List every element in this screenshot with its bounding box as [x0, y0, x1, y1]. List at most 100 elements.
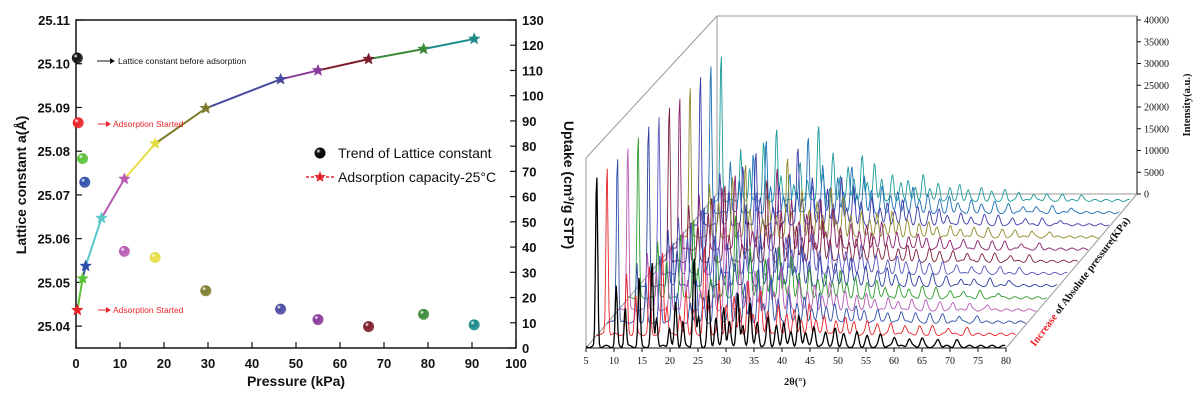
uptake-star-point	[148, 136, 162, 150]
xrd-x-tick-label: 25	[693, 356, 703, 367]
uptake-star-point	[274, 72, 287, 85]
annotation-started-top-text: Adsorption Started	[113, 119, 184, 129]
xrd-trace	[585, 177, 1006, 349]
uptake-line-segment	[100, 178, 126, 219]
xrd-x-tick-label: 20	[665, 356, 675, 367]
xrd-depth-axis-label: Increase of Absolute pressure(KPa)	[1029, 215, 1133, 349]
left-y2-tick-label: 120	[522, 38, 544, 53]
uptake-star-point	[417, 42, 430, 55]
uptake-star-point	[199, 101, 213, 114]
uptake-star-point	[362, 52, 375, 65]
lattice-sphere-point	[118, 245, 130, 257]
lattice-sphere-markers	[71, 52, 480, 333]
xrd-intensity-ticks: 0 5000 10000 15000 20000 25000 30000 35000 40000	[1137, 16, 1169, 201]
uptake-line-segment	[123, 142, 156, 180]
left-x-axis-label: Pressure (kPa)	[247, 373, 345, 389]
annotation-before: Lattice constant before adsorption	[97, 56, 246, 66]
xrd-frame-edge	[585, 15, 718, 159]
left-y-ticks: 25.04 25.05 25.06 25.07 25.08 25.09 25.10 25.11	[37, 13, 82, 334]
left-x-tick-label: 80	[421, 356, 435, 371]
xrd-intensity-tick-label: 5000	[1144, 168, 1164, 179]
lattice-sphere-point	[363, 321, 375, 333]
uptake-star-point	[76, 271, 89, 285]
left-y-tick-label: 25.05	[37, 275, 70, 290]
left-y-tick-label: 25.09	[37, 100, 70, 115]
xrd-x-tick-label: 60	[889, 356, 899, 367]
xrd-frame-edge	[1005, 193, 1138, 349]
uptake-line-segment	[76, 278, 84, 311]
left-y-tick-label: 25.11	[38, 13, 70, 28]
xrd-x-tick-label: 80	[1001, 356, 1011, 367]
left-y-tick-label: 25.08	[37, 144, 70, 159]
xrd-traces	[585, 56, 1130, 349]
xrd-x-tick-label: 65	[917, 356, 927, 367]
left-y2-tick-label: 30	[522, 265, 536, 280]
left-y2-tick-label: 110	[522, 63, 543, 78]
lattice-sphere-point	[77, 153, 89, 165]
left-y2-axis-label: Uptake (cm³/g STP)	[561, 121, 577, 249]
left-y2-tick-label: 50	[522, 215, 536, 230]
left-x-tick-label: 0	[72, 356, 79, 371]
left-y2-tick-label: 100	[522, 89, 544, 104]
xrd-x-ticks: 5 10 15 20 25 30 35 40 45 50 55 60 65 70 75 80	[584, 348, 1011, 367]
xrd-intensity-tick-label: 20000	[1144, 103, 1169, 114]
xrd-trace	[627, 137, 1047, 300]
xrd-x-axis-label: 2θ(°)	[784, 377, 806, 388]
lattice-uptake-chart: 0 10 20 30 40 50 60 70 80 90 100 25.0425.0525.0625…	[13, 13, 577, 389]
left-y2-tick-label: 80	[522, 139, 536, 154]
left-x-tick-label: 40	[245, 356, 259, 371]
xrd-trace	[700, 66, 1120, 215]
uptake-star-point	[79, 259, 93, 272]
uptake-line-segment	[423, 37, 475, 50]
uptake-line-segment	[154, 107, 207, 145]
xrd-depth-label-rest: of Absolute pressure(KPa)	[1051, 215, 1133, 318]
xrd-x-tick-label: 30	[721, 356, 731, 367]
xrd-x-tick-label: 10	[609, 356, 619, 367]
left-y-tick-label: 25.06	[37, 232, 70, 247]
left-x-ticks: 0 10 20 30 40 50 60 70 80 90 100	[72, 342, 527, 371]
xrd-x-tick-label: 55	[861, 356, 871, 367]
xrd-intensity-tick-label: 15000	[1144, 124, 1169, 135]
uptake-star-point	[95, 211, 108, 224]
xrd-x-tick-label: 35	[749, 356, 759, 367]
annotation-before-text: Lattice constant before adsorption	[118, 56, 246, 66]
left-x-tick-label: 50	[289, 356, 303, 371]
xrd-x-tick-label: 50	[833, 356, 843, 367]
xrd-x-tick-label: 45	[805, 356, 815, 367]
xrd-depth-label-highlight: Increase	[1029, 312, 1061, 349]
uptake-star-point	[467, 32, 481, 45]
left-x-tick-label: 90	[465, 356, 479, 371]
xrd-trace	[668, 98, 1089, 251]
lattice-sphere-point	[72, 117, 84, 129]
xrd-intensity-tick-label: 40000	[1144, 16, 1169, 27]
left-y2-tick-label: 0	[522, 341, 529, 356]
left-x-tick-label: 70	[377, 356, 391, 371]
left-legend: Trend of Lattice constant Adsorption cap…	[306, 145, 496, 185]
xrd-x-tick-label: 15	[637, 356, 647, 367]
xrd-trace	[596, 168, 1016, 336]
lattice-sphere-point	[275, 303, 287, 315]
xrd-intensity-tick-label: 35000	[1144, 37, 1169, 48]
left-y-tick-label: 25.07	[37, 188, 70, 203]
uptake-line-segment	[368, 48, 424, 61]
xrd-intensity-axis-label: Intensity(a.u.)	[1182, 73, 1193, 137]
xrd-intensity-tick-label: 10000	[1144, 146, 1169, 157]
uptake-star-point	[70, 303, 84, 316]
uptake-line-segments	[76, 37, 475, 311]
lattice-sphere-point	[71, 52, 83, 64]
xrd-trace	[710, 56, 1130, 202]
lattice-sphere-point	[312, 314, 324, 326]
left-y2-ticks: 0 10 20 30 40 50 60 70 80 90 100 110 120 130	[510, 13, 544, 356]
lattice-sphere-point	[418, 308, 430, 320]
xrd-3d-chart: 5 10 15 20 25 30 35 40 45 50 55 60 65 70 75 80 0 5000 100…	[584, 15, 1193, 388]
xrd-x-tick-label: 75	[973, 356, 983, 367]
xrd-intensity-tick-label: 0	[1144, 190, 1149, 201]
left-x-tick-label: 60	[333, 356, 347, 371]
xrd-trace	[647, 116, 1068, 276]
xrd-intensity-tick-label: 25000	[1144, 81, 1169, 92]
uptake-star-point	[118, 172, 131, 185]
uptake-line-segment	[280, 69, 319, 81]
left-x-tick-label: 30	[201, 356, 215, 371]
left-y-tick-label: 25.04	[37, 319, 70, 334]
xrd-trace	[658, 107, 1079, 263]
